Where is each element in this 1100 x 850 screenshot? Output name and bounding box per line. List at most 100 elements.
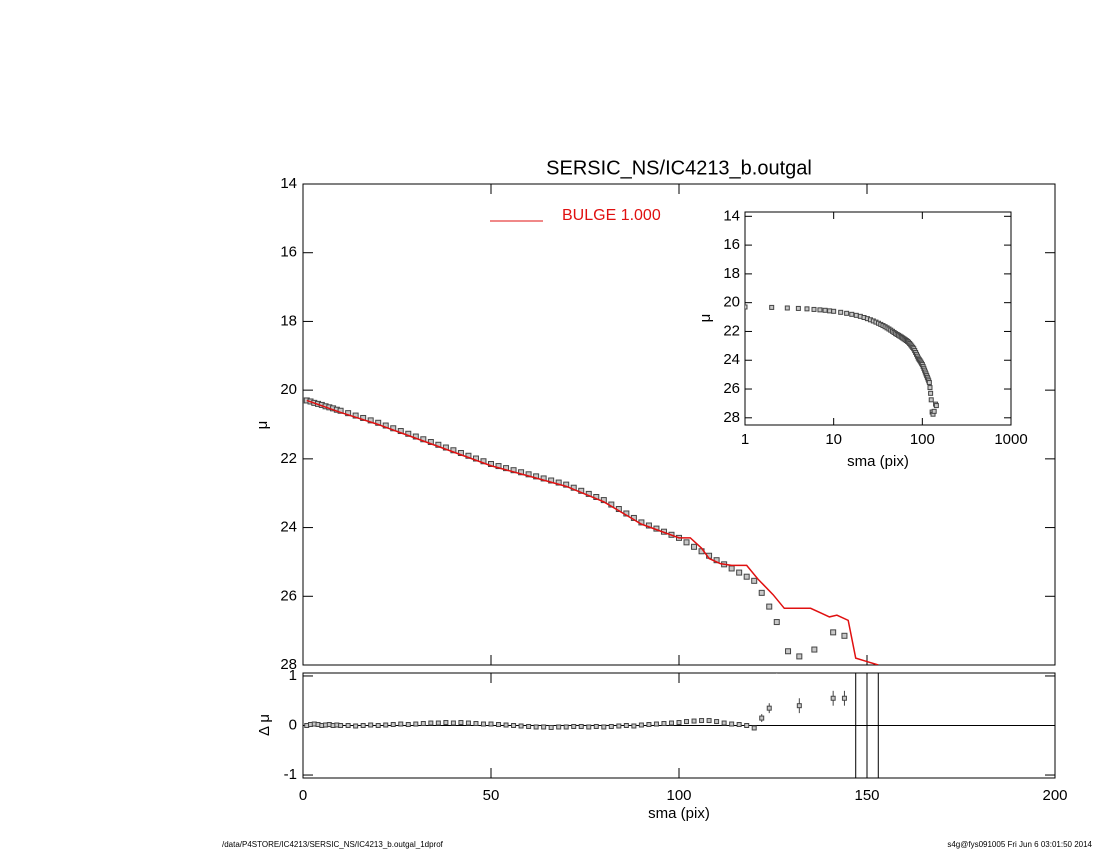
inset-point — [849, 311, 855, 317]
residual-point — [488, 721, 494, 727]
inset-point — [931, 408, 937, 414]
y-tick-label: 14 — [280, 175, 297, 192]
residual-point — [751, 725, 757, 731]
residual-point — [608, 723, 614, 729]
x-tick-label: 150 — [854, 787, 879, 804]
data-point — [841, 632, 848, 639]
x-tick-label: 1000 — [994, 431, 1027, 448]
legend-label: BULGE 1.000 — [562, 207, 661, 224]
plot-area — [303, 397, 879, 665]
residual-point — [786, 659, 790, 663]
residual-point — [526, 723, 532, 729]
footer-right: s4g@fys091005 Fri Jun 6 03:01:50 2014 — [947, 840, 1092, 849]
model-line — [306, 399, 879, 665]
data-point — [683, 539, 690, 546]
residual-point — [398, 721, 404, 727]
inset-point — [831, 308, 837, 314]
residual-point — [593, 723, 599, 729]
y-tick-label: 20 — [723, 294, 740, 311]
inset-point — [926, 380, 932, 386]
x-tick-label: 200 — [1042, 787, 1067, 804]
y-tick-label: 28 — [723, 409, 740, 426]
residual-point — [420, 721, 426, 727]
plot-area — [304, 659, 847, 731]
data-point — [548, 477, 555, 484]
data-point — [743, 573, 750, 580]
y-tick-label: 1 — [289, 667, 297, 684]
residual-point — [533, 724, 539, 730]
residual-point — [443, 720, 449, 726]
data-point — [785, 648, 792, 655]
inset-point — [822, 307, 828, 313]
data-point — [728, 565, 735, 572]
residual-point — [578, 723, 584, 729]
residual-point — [653, 721, 659, 727]
y-tick-label: 18 — [723, 265, 740, 282]
residual-point — [503, 722, 509, 728]
inset-point — [784, 305, 790, 311]
inset-point — [811, 306, 817, 312]
y-tick-label: 22 — [280, 450, 297, 467]
inset-point — [927, 385, 933, 391]
residual-point — [676, 720, 682, 726]
chart-title: SERSIC_NS/IC4213_b.outgal — [546, 157, 812, 179]
data-point — [495, 463, 502, 470]
data-point — [518, 469, 525, 476]
y-tick-label: 22 — [723, 322, 740, 339]
y-tick-label: 28 — [280, 656, 297, 673]
residual-point — [450, 720, 456, 726]
data-point — [758, 589, 765, 596]
residual-point — [586, 724, 592, 730]
y-tick-label: 18 — [280, 312, 297, 329]
data-point — [555, 479, 562, 486]
residual-point — [661, 721, 667, 727]
residual-point — [638, 722, 644, 728]
residual-point — [729, 721, 735, 727]
residual-point — [405, 722, 411, 728]
data-point — [691, 543, 698, 550]
data-point — [766, 603, 773, 610]
residual-point — [375, 723, 381, 728]
inset-point — [827, 308, 833, 314]
y-tick-label: 16 — [723, 236, 740, 253]
residual-point — [841, 695, 847, 701]
residual-point — [413, 721, 419, 727]
y-tick-label: 16 — [280, 244, 297, 261]
inset-point — [817, 307, 823, 313]
residual-point — [465, 720, 471, 726]
x-tick-label: 1 — [741, 431, 749, 448]
inset-point — [853, 312, 859, 318]
y-tick-label: 24 — [723, 351, 740, 368]
y-tick-label: 26 — [280, 587, 297, 604]
residual-point — [360, 723, 366, 728]
data-point — [510, 467, 517, 474]
inset-point — [928, 390, 934, 396]
data-point — [811, 646, 818, 653]
x-tick-label: 100 — [666, 787, 691, 804]
data-point — [773, 619, 780, 626]
data-point — [736, 569, 743, 576]
residual-point — [706, 718, 712, 724]
inset-x-axis-label: sma (pix) — [847, 453, 909, 470]
data-point — [540, 475, 547, 482]
residual-point — [338, 723, 344, 728]
residual-point — [458, 720, 464, 726]
footer-left: /data/P4STORE/IC4213/SERSIC_NS/IC4213_b.… — [222, 840, 444, 849]
residual-point — [518, 723, 524, 729]
residual-point — [541, 724, 547, 730]
y-tick-label: 26 — [723, 380, 740, 397]
residual-point — [548, 724, 554, 730]
residual-point — [368, 722, 374, 728]
residual-point — [345, 723, 351, 728]
inset-point — [804, 306, 810, 312]
inset-frame — [744, 211, 1012, 426]
data-point — [488, 461, 494, 468]
residual-point — [623, 723, 629, 728]
residual-point — [496, 722, 502, 728]
residual-point — [668, 720, 674, 726]
residual-point — [736, 722, 742, 728]
residual-point — [684, 719, 690, 725]
residual-point — [556, 724, 562, 730]
x-tick-label: 0 — [299, 787, 307, 804]
